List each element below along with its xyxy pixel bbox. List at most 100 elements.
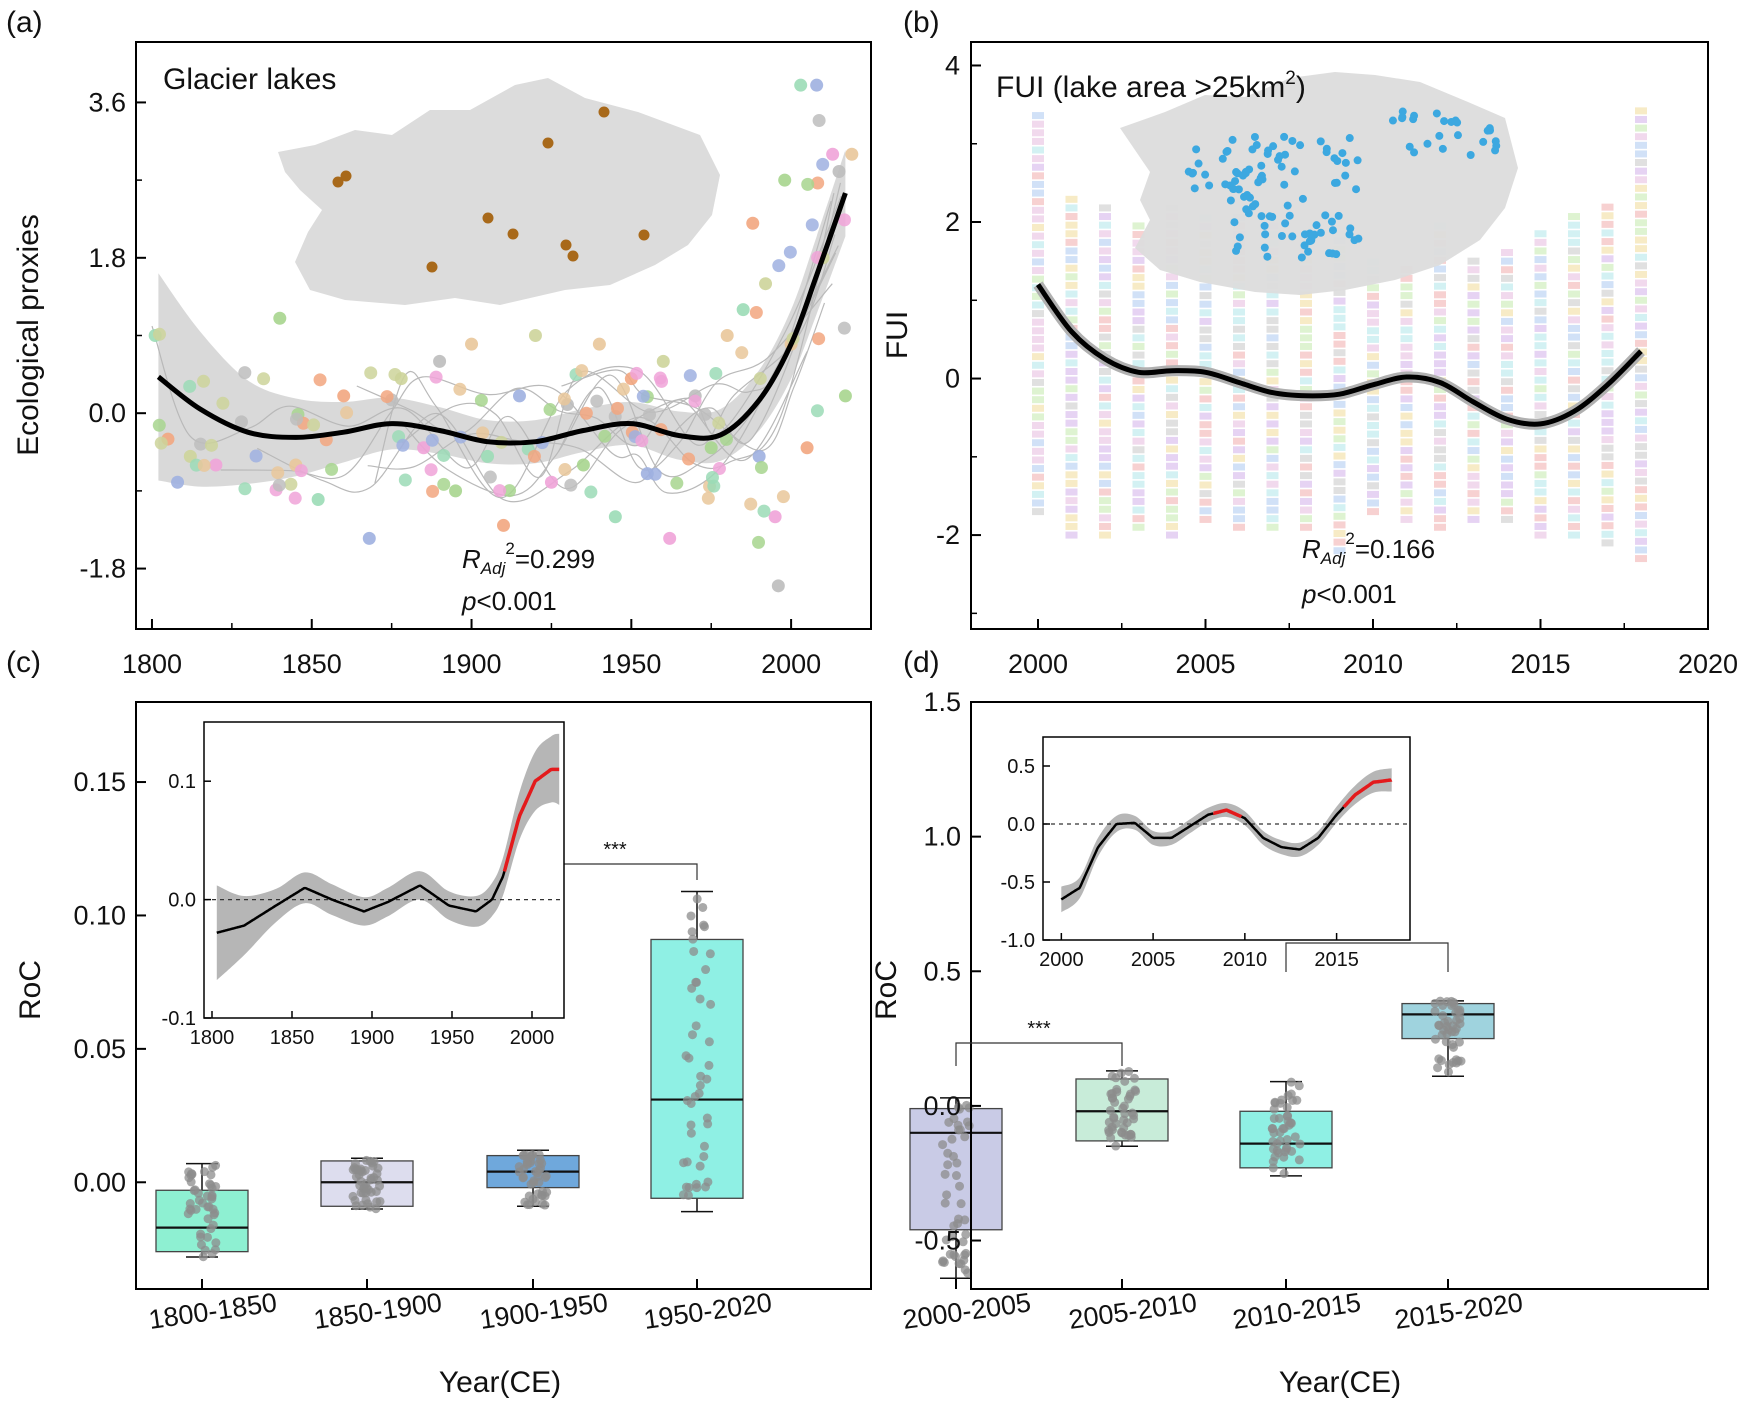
map-lake-point: [1285, 211, 1294, 220]
fui-pixel-mark: [1367, 284, 1379, 292]
y-tick-label-b: 4: [945, 50, 960, 80]
fui-pixel-mark: [1400, 412, 1413, 420]
map-lake-point: [1410, 148, 1419, 157]
map-lake-point: [1218, 154, 1227, 163]
fui-pixel-mark: [1032, 378, 1044, 386]
fui-pixel-mark: [1099, 514, 1111, 522]
map-lake-point: [1398, 114, 1407, 123]
map-lake-point: [1312, 221, 1321, 230]
fui-pixel-mark: [1568, 256, 1580, 264]
box-data-point: [1275, 1136, 1285, 1146]
map-lake-point: [1290, 167, 1299, 176]
fui-pixel-mark: [1300, 299, 1312, 307]
map-lake-point: [1438, 144, 1447, 153]
box-data-point: [1129, 1073, 1139, 1083]
fui-pixel-mark: [1099, 479, 1111, 487]
fui-pixel-mark: [1199, 507, 1212, 515]
data-point: [273, 311, 287, 325]
fui-pixel-mark: [1233, 411, 1245, 419]
fui-pixel-mark: [1534, 333, 1547, 341]
box-data-point: [518, 1173, 528, 1183]
fui-pixel-mark: [1635, 176, 1647, 184]
fui-pixel-mark: [1099, 221, 1111, 229]
fui-pixel-mark: [1199, 352, 1212, 360]
fui-pixel-mark: [1065, 299, 1078, 307]
fui-pixel-mark: [1300, 317, 1312, 325]
box-data-point: [203, 1214, 213, 1224]
y-tick-label: 0.15: [73, 767, 126, 797]
box-data-point: [1123, 1130, 1133, 1140]
fui-pixel-mark: [1266, 342, 1279, 350]
fui-pixel-mark: [1032, 215, 1044, 223]
fui-pixel-mark: [1300, 472, 1312, 480]
fui-pixel-mark: [1266, 429, 1279, 437]
fui-pixel-mark: [1099, 264, 1111, 272]
map-lake-point: [1453, 118, 1462, 127]
fui-pixel-mark: [1601, 246, 1614, 254]
box-data-point: [938, 1257, 948, 1267]
data-point: [307, 418, 321, 432]
box-data-point: [1438, 1011, 1448, 1021]
fui-pixel-mark: [1400, 300, 1413, 308]
data-point: [575, 364, 589, 378]
fui-pixel-mark: [1367, 430, 1379, 438]
fui-pixel-mark: [1635, 520, 1647, 528]
data-point: [653, 371, 667, 385]
map-site-point: [426, 261, 438, 273]
map-points-a: [332, 106, 650, 273]
box-data-point: [704, 1060, 714, 1070]
fui-pixel-mark: [1032, 275, 1044, 283]
box-data-point: [356, 1176, 366, 1186]
fui-pixel-mark: [1534, 264, 1547, 272]
data-point: [838, 389, 852, 403]
inset-significant-segment: [1213, 808, 1243, 819]
x-category-label: 2010-2015: [1231, 1287, 1363, 1335]
fui-pixel-mark: [1132, 394, 1145, 402]
fui-pixel-mark: [1300, 308, 1312, 316]
fui-pixel-mark: [1467, 421, 1480, 429]
fui-pixel-mark: [1434, 282, 1446, 290]
fui-pixel-mark: [1166, 488, 1178, 496]
axes-frame-c: [135, 701, 872, 1290]
p-value-a: p<0.001: [461, 586, 557, 616]
box-data-point: [691, 977, 701, 987]
x-tick-label-b: 2015: [1510, 649, 1570, 679]
fui-pixel-mark: [1233, 291, 1245, 299]
fui-pixel-mark: [1601, 203, 1614, 211]
data-point: [340, 406, 354, 420]
fui-pixel-mark: [1132, 231, 1145, 239]
fui-pixel-mark: [1333, 452, 1346, 460]
map-site-point: [482, 212, 494, 224]
map-lake-point: [1226, 196, 1235, 205]
fui-pixel-mark: [1333, 486, 1346, 494]
map-lake-point: [1298, 194, 1307, 203]
fui-pixel-mark: [1333, 435, 1346, 443]
fui-pixel-mark: [1333, 530, 1346, 538]
fui-pixel-mark: [1266, 480, 1279, 488]
box-data-point: [198, 1252, 208, 1262]
fui-pixel-mark: [1032, 490, 1044, 498]
fui-pixel-mark: [1065, 316, 1078, 324]
fui-pixel-mark: [1467, 326, 1480, 334]
map-lake-point: [1296, 141, 1305, 150]
box-data-point: [1120, 1076, 1130, 1086]
data-point: [837, 321, 851, 335]
box-data-point: [947, 1134, 957, 1144]
fui-pixel-mark: [1367, 456, 1379, 464]
fui-pixel-mark: [1333, 314, 1346, 322]
fui-pixel-mark: [1199, 447, 1212, 455]
fui-pixel-mark: [1099, 324, 1111, 332]
fui-pixel-mark: [1132, 360, 1145, 368]
fui-pixel-mark: [1199, 335, 1212, 343]
inset-y-tick-label: 0.0: [1007, 814, 1035, 836]
fui-pixel-mark: [1467, 274, 1480, 282]
axes-frame-a: [135, 41, 872, 630]
fui-pixel-mark: [1501, 343, 1513, 351]
map-lake-point: [1354, 234, 1363, 243]
fui-pixel-mark: [1266, 472, 1279, 480]
data-point: [152, 327, 166, 341]
box-data-point: [524, 1191, 534, 1201]
map-lake-point: [1260, 221, 1269, 230]
fui-pixel-mark: [1367, 361, 1379, 369]
fui-pixel-mark: [1266, 506, 1279, 514]
